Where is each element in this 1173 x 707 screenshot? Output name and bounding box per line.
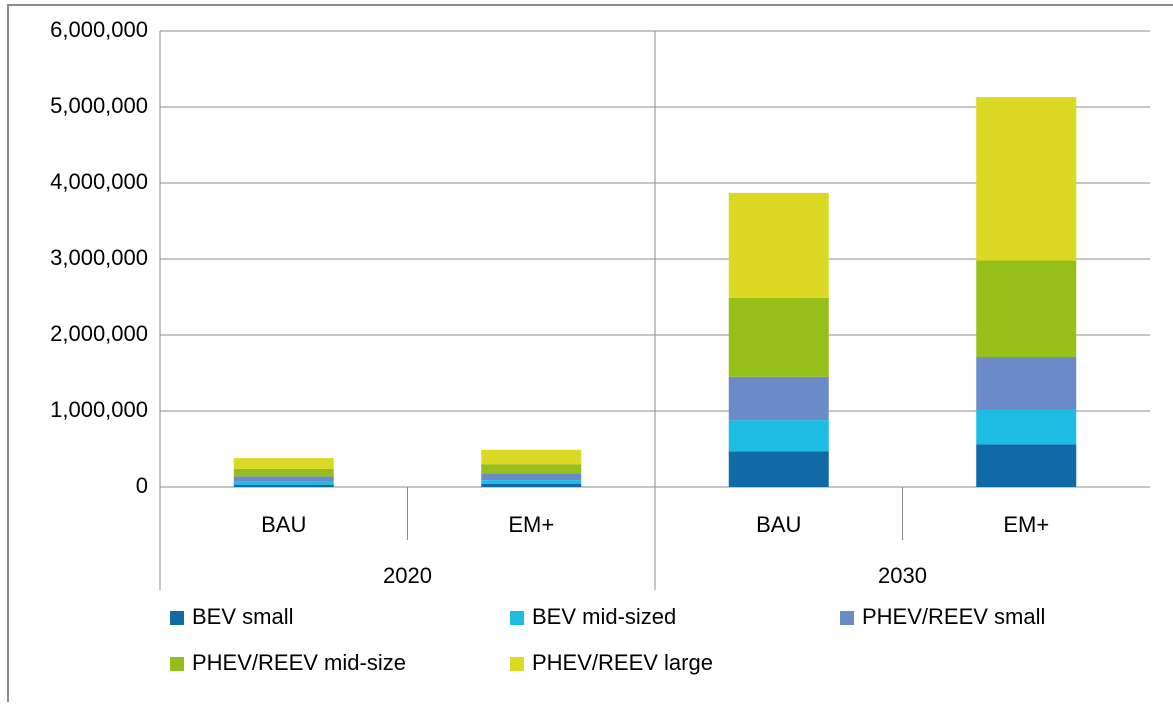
bar-segment [976,97,1077,261]
bar-segment [728,297,829,377]
legend-swatch [510,657,524,671]
bar-segment [481,473,582,481]
bar-segment [976,444,1077,487]
bar-segment [233,481,334,485]
y-tick-label: 4,000,000 [50,169,148,194]
x-tick-label: BAU [756,512,801,537]
legend-label: PHEV/REEV mid-size [192,650,406,675]
legend-swatch [510,611,524,625]
bar-segment [233,468,334,477]
group-label: 2020 [383,563,432,588]
bar-segment [976,409,1077,445]
bar-segment [233,458,334,469]
legend-swatch [840,611,854,625]
y-tick-label: 2,000,000 [50,321,148,346]
x-tick-label: EM+ [508,512,554,537]
y-tick-label: 0 [136,473,148,498]
bar-segment [728,451,829,487]
x-tick-label: BAU [261,512,306,537]
legend-label: PHEV/REEV small [862,604,1045,629]
group-label: 2030 [878,563,927,588]
legend-swatch [170,611,184,625]
legend-label: BEV small [192,604,293,629]
legend-label: BEV mid-sized [532,604,676,629]
bar-segment [481,483,582,487]
legend-label: PHEV/REEV large [532,650,713,675]
bar-segment [728,376,829,421]
bar-segment [728,420,829,452]
legend-swatch [170,657,184,671]
bar-segment [976,260,1077,358]
bar-segment [481,464,582,474]
y-tick-label: 1,000,000 [50,397,148,422]
y-tick-label: 3,000,000 [50,245,148,270]
x-tick-label: EM+ [1003,512,1049,537]
bar-segment [233,484,334,487]
y-tick-label: 6,000,000 [50,17,148,42]
bar-segment [481,449,582,465]
bar-segment [728,192,829,298]
y-tick-label: 5,000,000 [50,93,148,118]
bar-segment [976,357,1077,410]
bar-segment [233,476,334,482]
bar-segment [481,480,582,484]
